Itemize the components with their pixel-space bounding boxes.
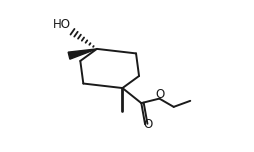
Text: O: O (144, 118, 153, 131)
Text: HO: HO (53, 18, 71, 31)
Text: O: O (155, 88, 165, 101)
Polygon shape (68, 49, 97, 59)
